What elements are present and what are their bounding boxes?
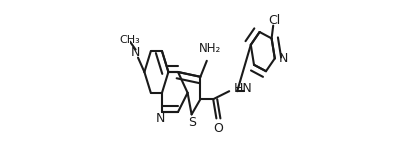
- Text: N: N: [279, 52, 288, 65]
- Text: Cl: Cl: [269, 14, 281, 27]
- Text: S: S: [189, 116, 197, 129]
- Text: NH₂: NH₂: [199, 41, 221, 55]
- Text: CH₃: CH₃: [120, 35, 140, 45]
- Text: N: N: [131, 46, 140, 59]
- Text: HN: HN: [234, 81, 253, 95]
- Text: O: O: [213, 121, 223, 135]
- Text: N: N: [156, 112, 165, 125]
